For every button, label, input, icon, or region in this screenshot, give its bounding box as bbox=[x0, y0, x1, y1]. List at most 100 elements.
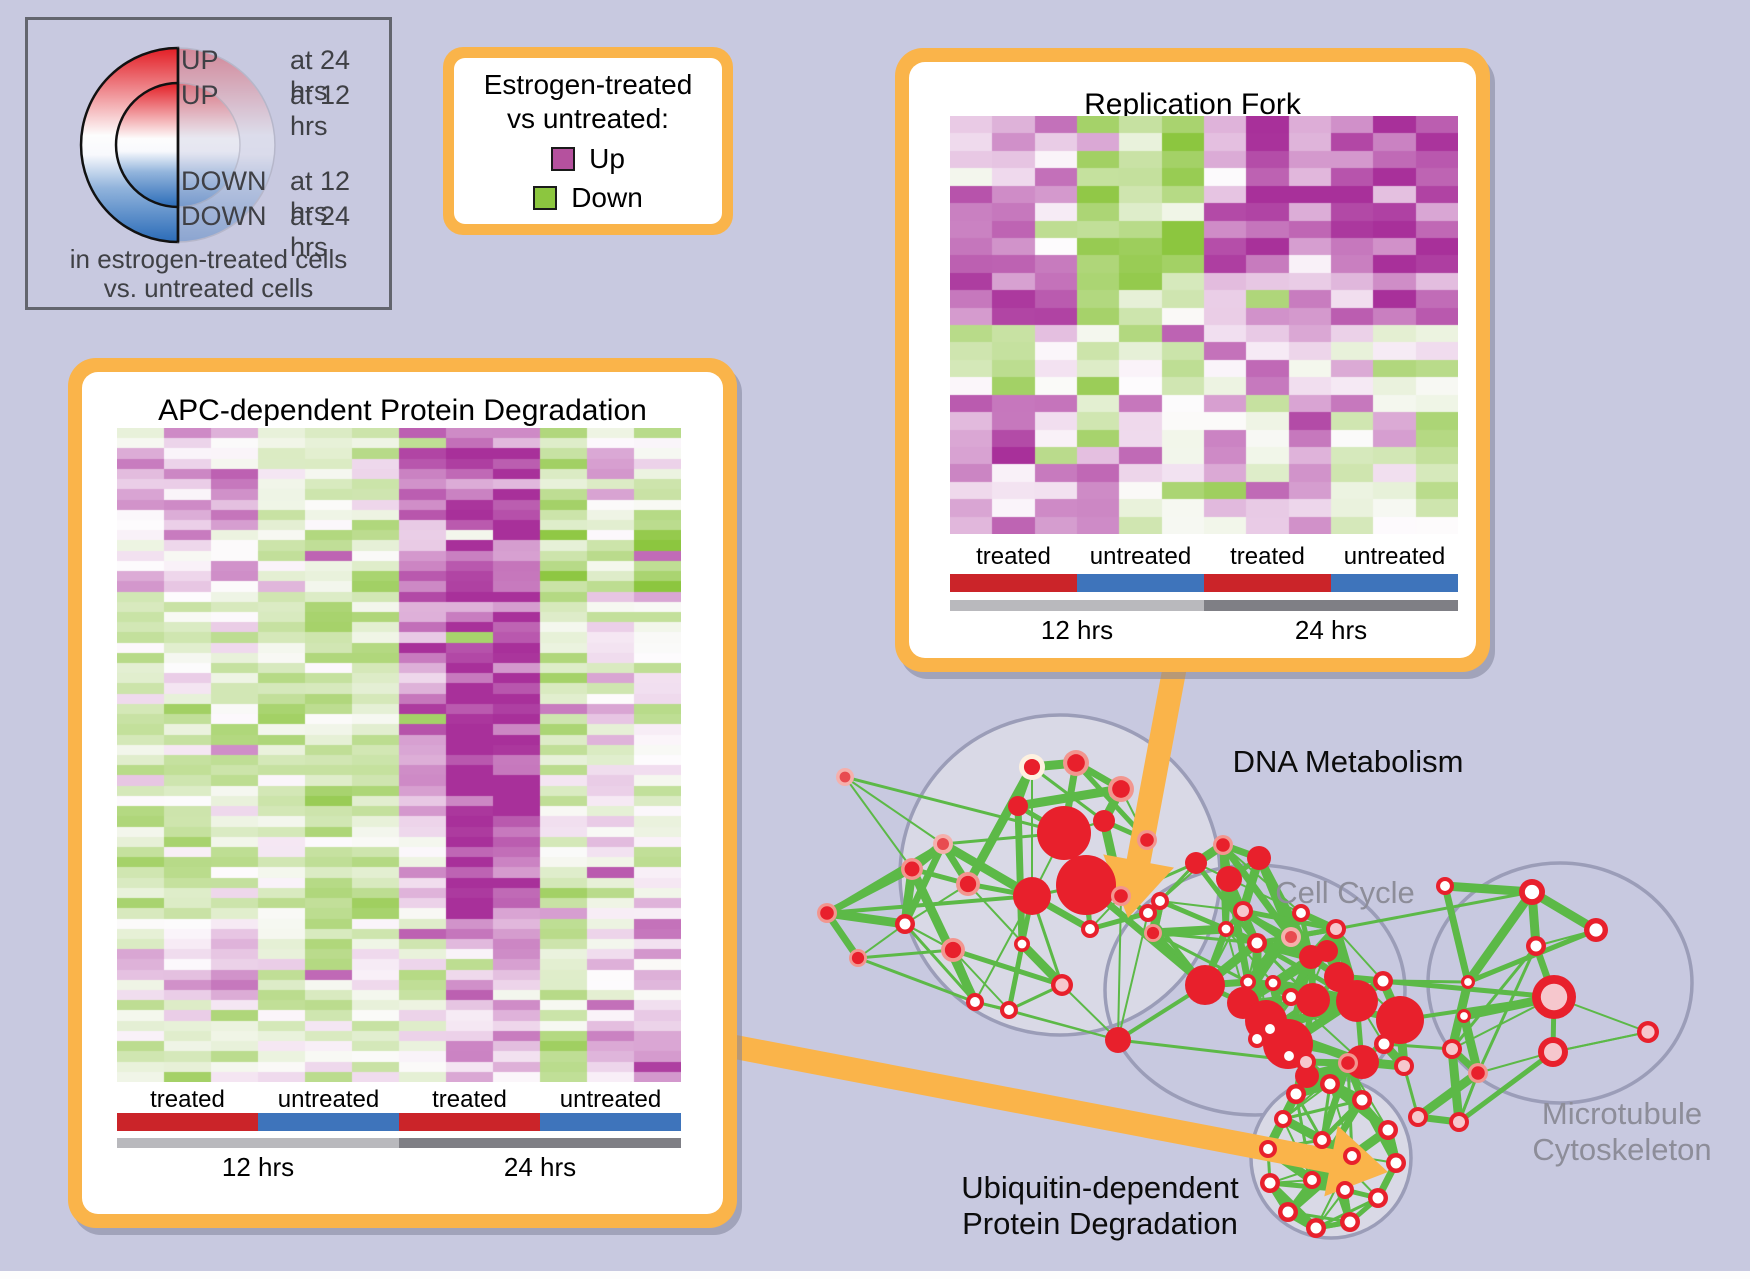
network-edge bbox=[1245, 910, 1304, 985]
network-edge bbox=[826, 908, 906, 929]
arrow-replication-to-dna bbox=[1103, 647, 1190, 918]
scale-caption-line1: in estrogen-treated cells bbox=[69, 244, 348, 274]
white-ring-node bbox=[1243, 977, 1253, 987]
pink-ring-node bbox=[820, 906, 834, 920]
network-edge bbox=[1552, 1031, 1649, 1053]
white-ring-node bbox=[899, 918, 911, 930]
solid-red-node bbox=[1336, 980, 1378, 1022]
pink-core-node bbox=[1055, 978, 1069, 992]
solid-red-node bbox=[1376, 996, 1424, 1044]
solid-red-node bbox=[1056, 855, 1116, 915]
apc-time-labels: 12 hrs 24 hrs bbox=[117, 1152, 681, 1183]
updown-color-legend: Estrogen-treated vs untreated: Up Down bbox=[443, 47, 733, 235]
cluster-label-cell-cycle: Cell Cycle bbox=[1275, 875, 1415, 911]
network-bridge-edge bbox=[1382, 979, 1469, 984]
network-edge bbox=[825, 865, 914, 917]
pink-ring-node bbox=[1471, 1066, 1485, 1080]
expression-scale-legend: UP at 24 hrs UP at 12 hrs DOWN at 12 hrs… bbox=[25, 17, 392, 310]
pink-ring-node bbox=[1341, 1056, 1355, 1070]
white-ring-node bbox=[1347, 1151, 1357, 1161]
rf-bar-24hrs bbox=[1204, 600, 1458, 611]
solid-red-node bbox=[1008, 796, 1028, 816]
white-ring-node bbox=[1372, 1192, 1384, 1204]
pink-ring-node bbox=[1140, 833, 1154, 847]
white-ring-node bbox=[1530, 940, 1542, 952]
network-edge bbox=[1117, 895, 1122, 1041]
pink-core-node bbox=[1330, 923, 1342, 935]
rf-label-12hrs: 12 hrs bbox=[1040, 615, 1114, 645]
white-ring-node bbox=[1356, 1094, 1368, 1106]
apc-bar-untreated-12 bbox=[258, 1113, 399, 1131]
pink-core-node bbox=[1412, 1111, 1424, 1123]
network-edge bbox=[1014, 805, 1026, 945]
solid-red-node bbox=[1105, 1027, 1131, 1053]
network-edge bbox=[907, 867, 980, 1004]
network-edge bbox=[1457, 1049, 1555, 1125]
white-ring-node bbox=[1251, 937, 1263, 949]
apc-degradation-title: APC-dependent Protein Degradation bbox=[158, 394, 647, 427]
scale-down-24-word: DOWN bbox=[181, 201, 267, 231]
rf-bar-untreated-24 bbox=[1331, 574, 1458, 592]
white-ring-node bbox=[1278, 1114, 1288, 1124]
rf-label-24hrs: 24 hrs bbox=[1294, 615, 1368, 645]
white-ring-node bbox=[1282, 1206, 1294, 1218]
rf-group-untreated-12: untreated bbox=[1089, 543, 1192, 570]
apc-group-treated-12: treated bbox=[150, 1086, 225, 1113]
network-edge bbox=[844, 776, 913, 870]
solid-red-node bbox=[1185, 965, 1225, 1005]
network-edge bbox=[952, 947, 1063, 988]
network-edge bbox=[1159, 900, 1244, 912]
network-edge bbox=[844, 776, 944, 845]
network-edge bbox=[1195, 862, 1302, 914]
network-edge bbox=[1335, 928, 1384, 982]
network-edge bbox=[1282, 1062, 1349, 1120]
figure-bottom-edge bbox=[0, 1271, 1750, 1279]
network-bridge-edge bbox=[826, 894, 1033, 915]
rf-bar-treated-12 bbox=[950, 574, 1077, 592]
apc-bar-24hrs bbox=[399, 1138, 681, 1148]
solid-red-node bbox=[1296, 983, 1330, 1017]
pink-core-node bbox=[1237, 905, 1249, 917]
white-ring-node bbox=[1085, 924, 1095, 934]
updown-legend-title-line1: Estrogen-treated bbox=[483, 68, 693, 100]
apc-group-labels: treated untreated treated untreated bbox=[117, 1086, 681, 1114]
network-edge bbox=[1255, 855, 1315, 960]
apc-group-untreated-12: untreated bbox=[277, 1086, 380, 1113]
salmon-node bbox=[839, 771, 851, 783]
pink-core-node bbox=[1641, 1025, 1655, 1039]
network-edge bbox=[1441, 885, 1472, 983]
scale-caption-line2: vs. untreated cells bbox=[103, 273, 314, 303]
white-ring-node bbox=[1460, 1012, 1468, 1020]
network-edge bbox=[1006, 895, 1035, 1011]
rf-bar-12hrs bbox=[950, 600, 1204, 611]
white-ring-node bbox=[1307, 1175, 1317, 1185]
white-ring-node bbox=[1324, 1078, 1336, 1090]
white-ring-node bbox=[1004, 1005, 1014, 1015]
rf-group-untreated-24: untreated bbox=[1343, 543, 1446, 570]
concentric-scale-icon bbox=[79, 46, 276, 244]
network-edge bbox=[1415, 1069, 1481, 1121]
solid-red-node bbox=[1247, 846, 1271, 870]
cluster-label-microtubule-cytoskeleton: Microtubule Cytoskeleton bbox=[1532, 1096, 1712, 1167]
apc-group-untreated-24: untreated bbox=[559, 1086, 662, 1113]
white-ring-node bbox=[1340, 1185, 1350, 1195]
replication-fork-heatmap bbox=[950, 116, 1458, 534]
white-ring-node bbox=[1252, 1034, 1262, 1044]
pink-core-node bbox=[1540, 983, 1568, 1011]
apc-condition-bar bbox=[117, 1113, 681, 1131]
apc-bar-treated-12 bbox=[117, 1113, 258, 1131]
network-edge bbox=[1225, 928, 1274, 984]
scale-down-12-word: DOWN bbox=[181, 166, 267, 196]
rf-time-bar bbox=[950, 600, 1458, 611]
cream-ring-node bbox=[1023, 758, 1041, 776]
network-bridge-edge bbox=[1383, 1042, 1453, 1051]
white-ring-node bbox=[1284, 1051, 1294, 1061]
pink-ring-node bbox=[944, 941, 962, 959]
network-bridge-edge bbox=[857, 948, 954, 960]
white-ring-node bbox=[1378, 1038, 1390, 1050]
solid-red-node bbox=[1185, 852, 1207, 874]
network-bridge-edge bbox=[1335, 890, 1533, 931]
apc-bar-treated-24 bbox=[399, 1113, 540, 1131]
network-edge bbox=[1447, 1048, 1464, 1123]
